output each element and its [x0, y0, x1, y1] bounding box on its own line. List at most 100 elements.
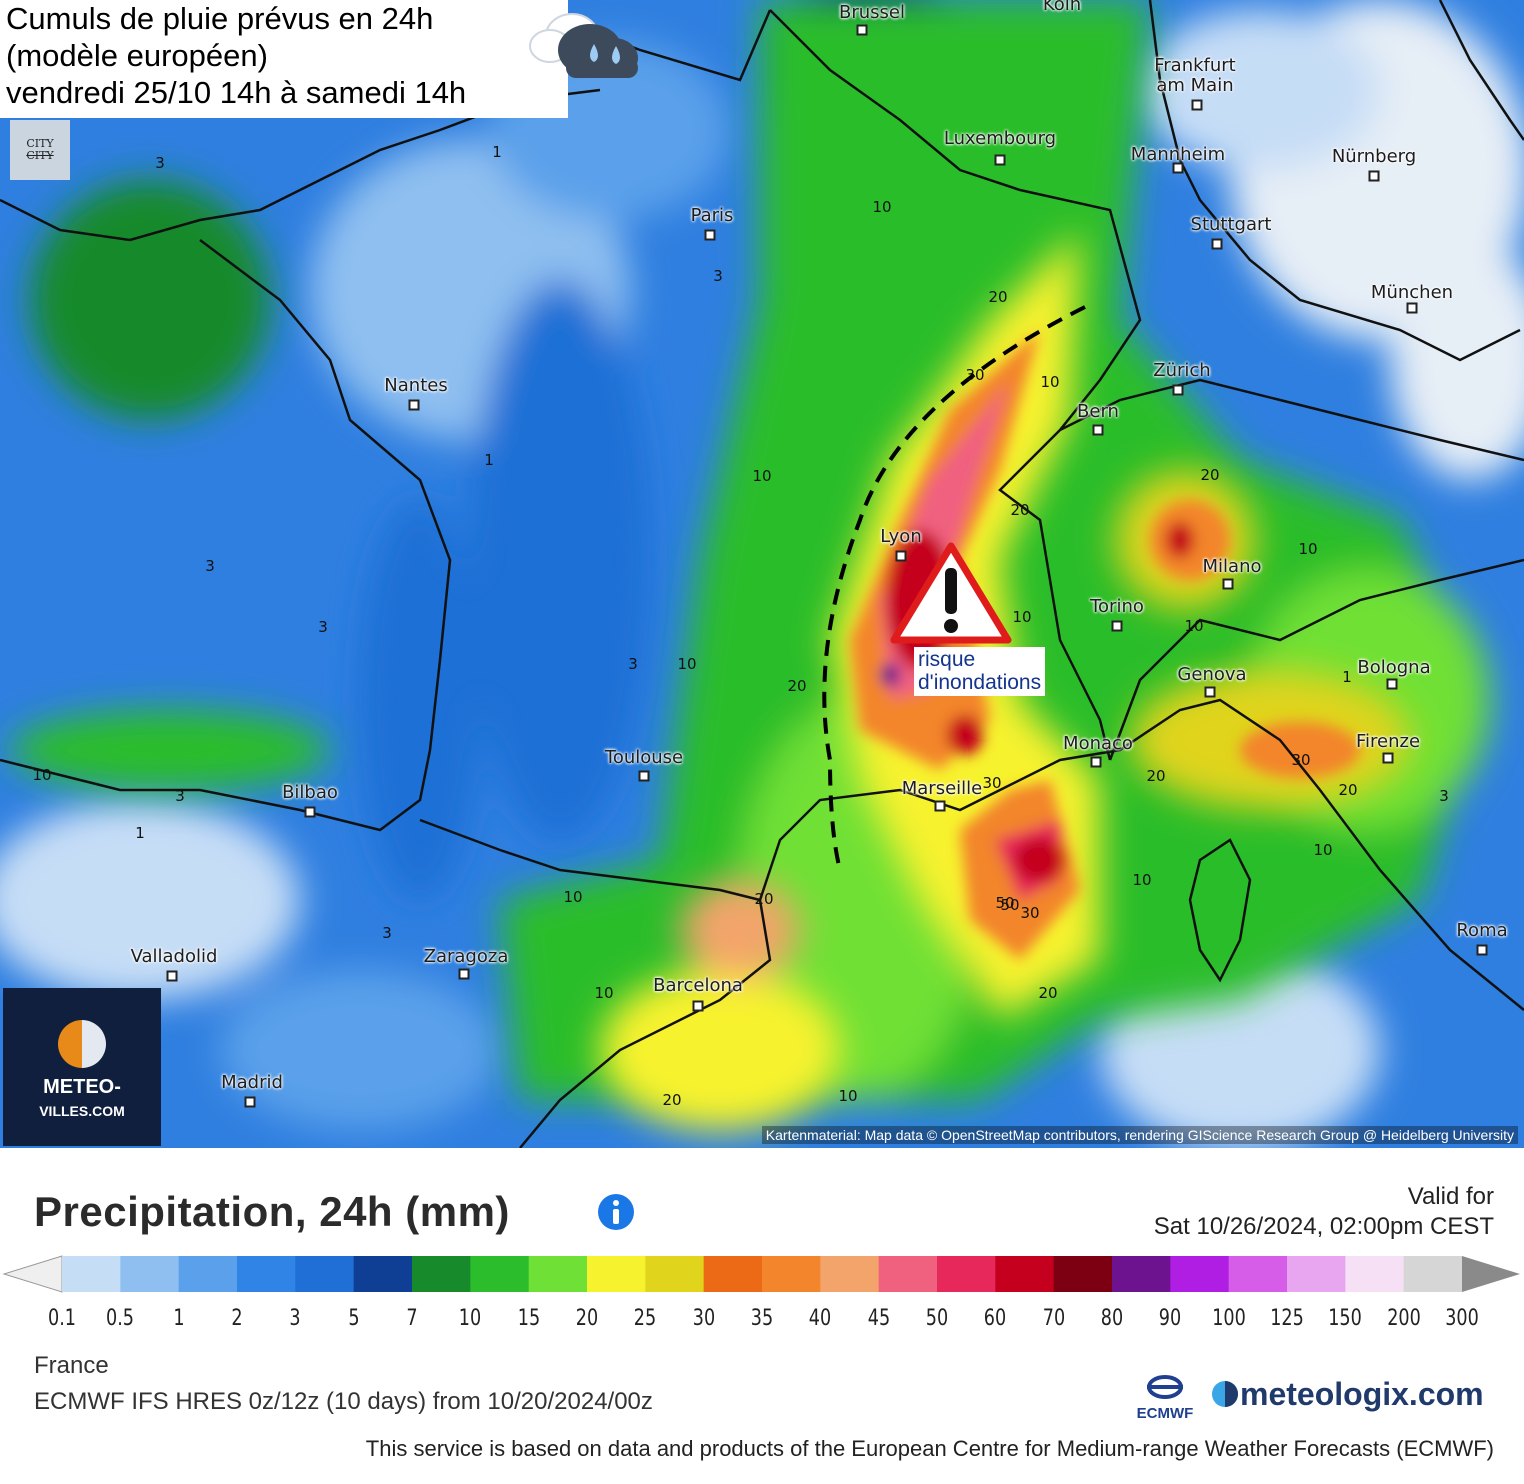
city-nantes[interactable]: Nantes	[384, 375, 448, 396]
colorbar-tick-label: 150	[1328, 1306, 1363, 1331]
colorbar-swatch	[120, 1256, 180, 1292]
meteologix-logo-icon	[1212, 1381, 1238, 1407]
city-marker	[1368, 170, 1380, 182]
colorbar-swatch	[1403, 1256, 1463, 1292]
colorbar-swatch	[820, 1256, 880, 1292]
flood-risk-label-line1: risque	[918, 648, 976, 671]
city-brussel[interactable]: Brussel	[839, 2, 905, 23]
city-zaragoza[interactable]: Zaragoza	[423, 946, 509, 967]
colorbar-swatch	[1053, 1256, 1113, 1292]
city-marker	[408, 399, 420, 411]
colorbar-tick-label: 300	[1445, 1306, 1479, 1331]
colorbar-swatch	[587, 1256, 646, 1292]
city-lyon[interactable]: Lyon	[880, 526, 922, 547]
isoline-label: 50	[995, 894, 1015, 912]
map-title-box: Cumuls de pluie prévus en 24h (modèle eu…	[0, 0, 568, 118]
colorbar-tick-label: 2	[231, 1306, 243, 1331]
city-bilbao[interactable]: Bilbao	[282, 782, 338, 803]
city-bern[interactable]: Bern	[1077, 401, 1119, 422]
colorbar-swatch	[1345, 1256, 1405, 1292]
colorbar-swatch	[470, 1256, 530, 1292]
ecmwf-logo[interactable]: ECMWF	[1128, 1374, 1202, 1424]
city-valladolid[interactable]: Valladolid	[130, 946, 218, 967]
isoline-label: 3	[713, 267, 723, 285]
colorbar-swatch	[937, 1256, 996, 1292]
ecmwf-logo-icon	[1147, 1375, 1183, 1399]
isoline-label: 3	[155, 154, 165, 172]
isoline-label: 3	[628, 655, 638, 673]
colorbar-tick-label: 125	[1270, 1306, 1304, 1331]
city-genova[interactable]: Genova	[1177, 664, 1247, 685]
valid-time-value: Sat 10/26/2024, 02:00pm CEST	[1153, 1213, 1494, 1240]
city-badge-top: CITY	[26, 137, 54, 150]
city-mannheim[interactable]: Mannheim	[1130, 144, 1226, 165]
city-marker	[1211, 238, 1223, 250]
isoline-label: 20	[988, 288, 1008, 306]
isoline-label: 3	[205, 557, 215, 575]
isoline-label: 10	[1298, 540, 1318, 558]
isoline-label: 30	[1291, 751, 1311, 769]
map-attribution: Kartenmaterial: Map data © OpenStreetMap…	[761, 1126, 1518, 1144]
city-zurich[interactable]: Zürich	[1153, 360, 1211, 381]
info-icon[interactable]	[597, 1193, 635, 1231]
colorbar-tick-label: 80	[1100, 1306, 1124, 1331]
sun-moon-logo-icon	[58, 1020, 106, 1068]
flood-risk-label: risque d'inondations	[914, 647, 1046, 696]
city-marker	[934, 800, 946, 812]
city-marseille[interactable]: Marseille	[901, 778, 983, 799]
city-bologna[interactable]: Bologna	[1357, 657, 1431, 678]
region-label: France	[34, 1352, 109, 1379]
colorbar-tick-label: 90	[1159, 1306, 1182, 1331]
city-luxembourg[interactable]: Luxembourg	[943, 128, 1057, 149]
city-marker	[166, 970, 178, 982]
meteologix-logo[interactable]: meteologix.com	[1210, 1376, 1484, 1413]
rain-cloud-icon	[529, 13, 638, 78]
city-marker	[1172, 384, 1184, 396]
isoline-label: 20	[1338, 781, 1358, 799]
precipitation-map[interactable]: Brussel Köln Frankfurt am Main Luxembour…	[0, 0, 1524, 1148]
colorbar-swatch	[237, 1256, 296, 1292]
city-madrid[interactable]: Madrid	[221, 1072, 283, 1093]
isoline-label: 3	[175, 787, 185, 805]
city-koln[interactable]: Köln	[1042, 0, 1082, 15]
city-marker	[1222, 578, 1234, 590]
city-paris[interactable]: Paris	[690, 205, 734, 226]
colorbar-swatch	[412, 1256, 471, 1292]
colorbar-swatch	[295, 1256, 355, 1292]
city-frankfurt[interactable]: Frankfurt am Main	[1154, 55, 1236, 96]
city-marker	[1090, 756, 1102, 768]
city-barcelona[interactable]: Barcelona	[653, 975, 743, 996]
map-title-line1: Cumuls de pluie prévus en 24h	[6, 1, 434, 36]
map-title-line3: vendredi 25/10 14h à samedi 14h	[6, 75, 467, 110]
city-firenze[interactable]: Firenze	[1355, 731, 1421, 752]
colorbar-min-arrow	[2, 1255, 63, 1293]
city-marker	[704, 229, 716, 241]
city-stuttgart[interactable]: Stuttgart	[1190, 214, 1272, 235]
isoline-label: 30	[965, 366, 985, 384]
warning-icon[interactable]	[888, 540, 1014, 646]
city-marker	[856, 24, 868, 36]
city-torino[interactable]: Torino	[1090, 596, 1144, 617]
city-milano[interactable]: Milano	[1202, 556, 1262, 577]
ecmwf-text: ECMWF	[1136, 1405, 1194, 1422]
colorbar-swatch	[645, 1256, 705, 1292]
city-badge-bottom: CITY	[26, 149, 54, 162]
colorbar-tick-label: 3	[289, 1306, 301, 1331]
colorbar-swatch	[878, 1256, 938, 1292]
colorbar-tick-label: 60	[984, 1306, 1007, 1331]
colorbar-swatch	[353, 1256, 413, 1292]
colorbar-tick-label: 45	[867, 1306, 890, 1331]
isoline-label: 20	[754, 890, 774, 908]
meteo-villes-logo[interactable]: METEO- VILLES.COM	[3, 988, 161, 1146]
disclaimer: This service is based on data and produc…	[365, 1436, 1494, 1461]
city-roma[interactable]: Roma	[1456, 920, 1508, 941]
colorbar-tick-label: 10	[459, 1306, 482, 1331]
city-nurnberg[interactable]: Nürnberg	[1331, 146, 1417, 167]
isoline-label: 30	[982, 774, 1002, 792]
city-marker	[1382, 752, 1394, 764]
colorbar-tick-label: 40	[809, 1306, 832, 1331]
city-munchen[interactable]: München	[1370, 282, 1454, 303]
isoline-label: 20	[1010, 501, 1030, 519]
city-monaco[interactable]: Monaco	[1063, 733, 1133, 754]
city-toulouse[interactable]: Toulouse	[604, 747, 684, 768]
